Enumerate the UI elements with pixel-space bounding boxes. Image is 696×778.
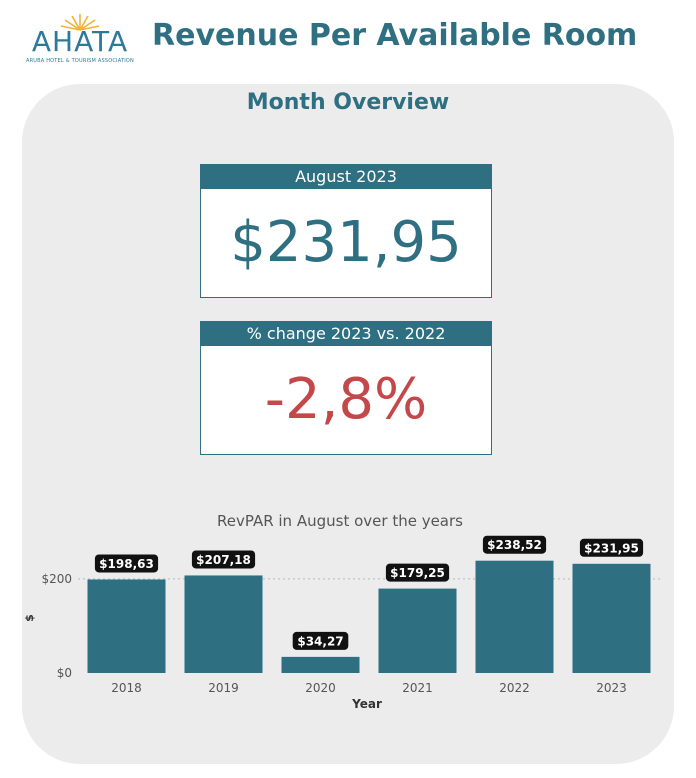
kpi-month-card: August 2023 $231,95 xyxy=(200,164,492,298)
logo-subtitle: ARUBA HOTEL & TOURISM ASSOCIATION xyxy=(26,58,134,64)
kpi-change-label: % change 2023 vs. 2022 xyxy=(201,322,491,346)
data-label-bg xyxy=(482,535,547,554)
sun-icon xyxy=(60,14,100,31)
kpi-month-value: $231,95 xyxy=(230,210,462,275)
x-tick-label: 2023 xyxy=(596,681,627,695)
data-label-bg xyxy=(385,563,450,582)
bar-2021 xyxy=(378,588,457,673)
bar-2018 xyxy=(87,579,166,673)
x-tick-label: 2019 xyxy=(208,681,239,695)
data-label-bg xyxy=(579,538,644,557)
data-label-2022: $238,52 xyxy=(487,538,542,552)
kpi-change-value: -2,8% xyxy=(264,367,428,432)
x-tick-label: 2020 xyxy=(305,681,336,695)
revpar-bar-chart: RevPAR in August over the years $ Year $… xyxy=(23,512,660,711)
x-tick-label: 2018 xyxy=(111,681,142,695)
x-axis-label: Year xyxy=(351,697,382,711)
data-label-2023: $231,95 xyxy=(584,541,639,555)
overview-title: Month Overview xyxy=(246,90,450,115)
x-tick-label: 2022 xyxy=(499,681,530,695)
y-tick-label: $0 xyxy=(57,666,72,680)
bar-2022 xyxy=(475,560,554,673)
data-label-2018: $198,63 xyxy=(99,557,154,571)
kpi-change-card: % change 2023 vs. 2022 -2,8% xyxy=(200,321,492,455)
logo-text: AHATA xyxy=(31,25,129,58)
data-label-2019: $207,18 xyxy=(196,553,251,567)
ahata-logo: AHATA ARUBA HOTEL & TOURISM ASSOCIATION xyxy=(18,10,142,66)
y-tick-label: $200 xyxy=(41,572,72,586)
data-label-2021: $179,25 xyxy=(390,566,445,580)
data-label-bg xyxy=(94,554,159,573)
page-title: Revenue Per Available Room xyxy=(152,18,638,53)
kpi-month-label: August 2023 xyxy=(201,165,491,189)
data-label-bg xyxy=(191,550,256,569)
y-axis-label: $ xyxy=(23,614,36,622)
bar-2023 xyxy=(572,563,651,673)
x-tick-label: 2021 xyxy=(402,681,433,695)
chart-title: RevPAR in August over the years xyxy=(217,512,463,530)
bar-2019 xyxy=(184,575,263,673)
header: AHATA ARUBA HOTEL & TOURISM ASSOCIATION … xyxy=(0,0,696,80)
bar-2020 xyxy=(281,656,360,673)
data-label-2020: $34,27 xyxy=(297,634,343,648)
data-label-bg xyxy=(292,631,349,650)
